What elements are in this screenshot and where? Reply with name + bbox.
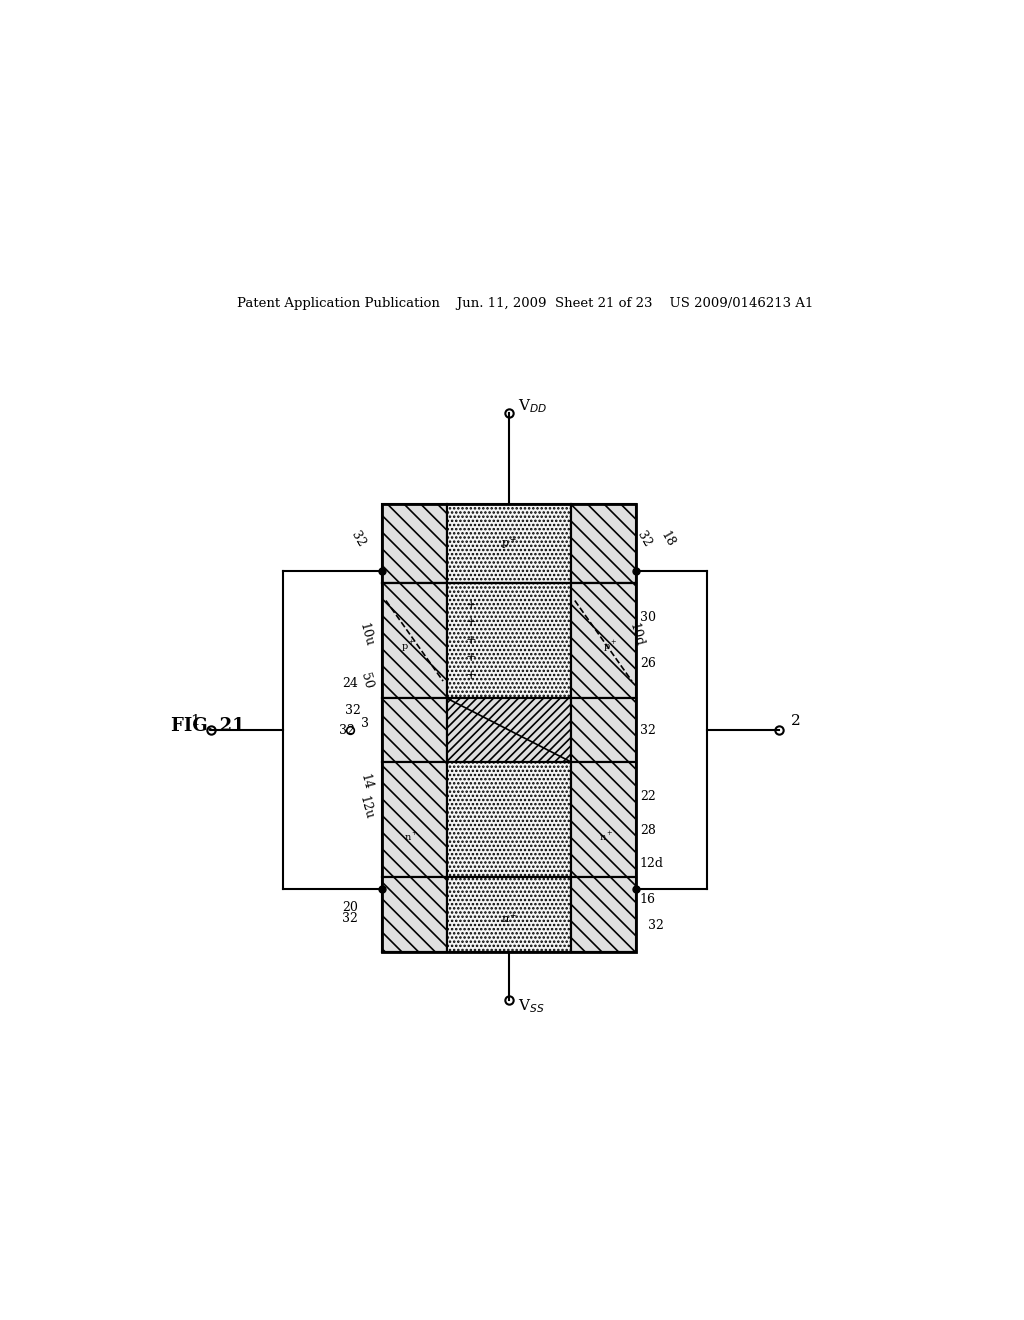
- Text: +: +: [466, 616, 476, 630]
- Text: 32: 32: [634, 529, 653, 549]
- Text: n$^+$: n$^+$: [599, 830, 614, 843]
- Text: 28: 28: [640, 825, 655, 837]
- Text: 16: 16: [640, 894, 656, 906]
- Text: Patent Application Publication    Jun. 11, 2009  Sheet 21 of 23    US 2009/01462: Patent Application Publication Jun. 11, …: [237, 297, 813, 310]
- Text: p$^+$: p$^+$: [602, 639, 617, 655]
- Text: 32: 32: [345, 704, 360, 717]
- Text: 30: 30: [640, 611, 656, 624]
- Text: +: +: [466, 651, 476, 664]
- Bar: [570, 583, 636, 698]
- Bar: [382, 583, 447, 698]
- Bar: [570, 504, 636, 583]
- Text: 32: 32: [640, 723, 655, 737]
- Text: 1: 1: [189, 714, 200, 727]
- Text: 20: 20: [342, 900, 358, 913]
- Bar: [447, 504, 570, 583]
- Text: 12d: 12d: [640, 857, 664, 870]
- Bar: [447, 698, 570, 762]
- Text: p$^+$: p$^+$: [400, 639, 416, 655]
- Bar: [570, 876, 636, 952]
- Text: +: +: [466, 669, 476, 682]
- Text: V$_{SS}$: V$_{SS}$: [518, 998, 545, 1015]
- Text: 24: 24: [342, 677, 358, 690]
- Text: 50: 50: [357, 672, 375, 690]
- Bar: [447, 583, 570, 698]
- Bar: [382, 762, 447, 876]
- Text: 32: 32: [342, 912, 358, 925]
- Bar: [447, 876, 570, 952]
- Text: n$^+$: n$^+$: [403, 830, 419, 843]
- Text: 22: 22: [640, 789, 655, 803]
- Bar: [382, 504, 636, 952]
- Text: 3: 3: [360, 717, 369, 730]
- Text: +: +: [466, 599, 476, 612]
- Bar: [570, 698, 636, 762]
- Bar: [382, 876, 447, 952]
- Text: 10d: 10d: [627, 622, 645, 648]
- Bar: [382, 698, 447, 762]
- Text: 32: 32: [648, 920, 664, 932]
- Text: 14: 14: [357, 772, 375, 791]
- Bar: [447, 762, 570, 876]
- Text: +: +: [466, 634, 476, 647]
- Text: 18: 18: [658, 529, 677, 550]
- Text: n$^+$: n$^+$: [501, 911, 517, 927]
- Text: V$_{DD}$: V$_{DD}$: [518, 397, 548, 416]
- Bar: [570, 762, 636, 876]
- Text: 2: 2: [791, 714, 801, 727]
- Text: 26: 26: [640, 657, 655, 671]
- Bar: [382, 504, 447, 583]
- Text: 32: 32: [348, 529, 368, 549]
- Text: FIG. 21: FIG. 21: [171, 717, 244, 735]
- Text: p$^+$: p$^+$: [501, 535, 517, 552]
- Text: 32: 32: [339, 723, 355, 737]
- Text: 12u: 12u: [356, 795, 376, 821]
- Text: 10u: 10u: [356, 622, 376, 648]
